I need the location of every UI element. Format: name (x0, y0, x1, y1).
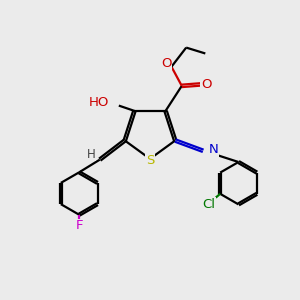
Text: H: H (87, 148, 95, 161)
Text: F: F (75, 219, 83, 232)
Text: N: N (209, 143, 219, 156)
Text: Cl: Cl (202, 198, 215, 211)
Text: O: O (201, 78, 211, 91)
Text: S: S (146, 154, 154, 167)
Text: O: O (161, 57, 171, 70)
Text: HO: HO (88, 96, 109, 109)
